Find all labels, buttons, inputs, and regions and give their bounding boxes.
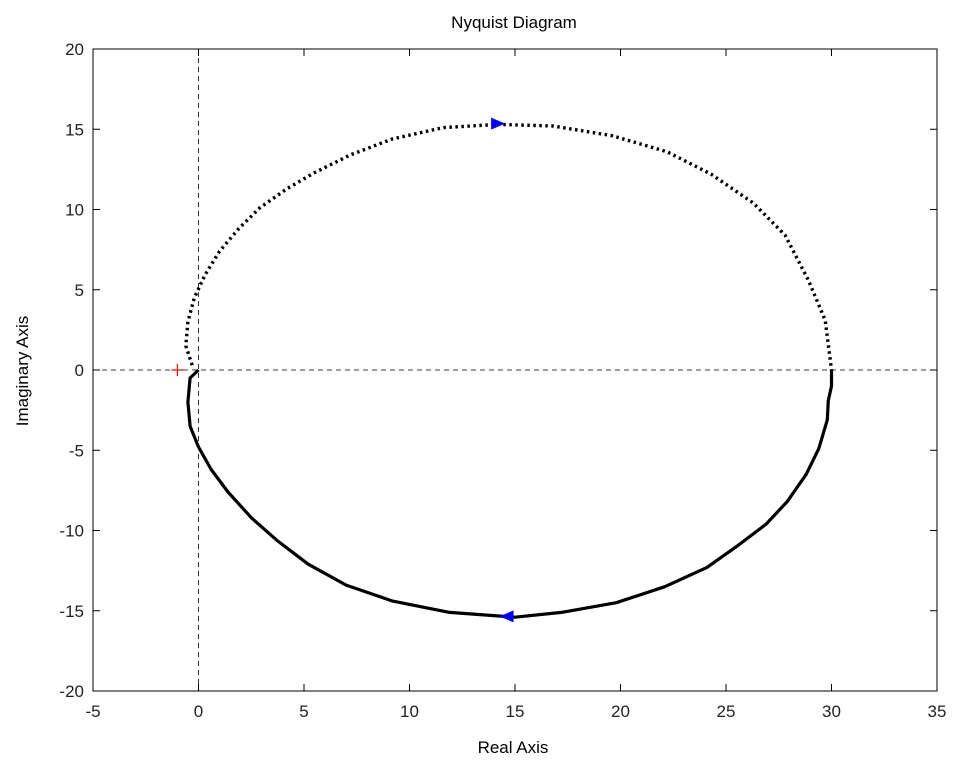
plot-area: -5 0 5 10 15 20 25 30 35 -20 -15 -10 -5 0 5 10 15 20 [59, 40, 946, 721]
y-tick-label: 10 [65, 201, 84, 220]
y-tick-label: 0 [75, 361, 84, 380]
y-tick-label: 15 [65, 120, 84, 139]
y-tick-label: -20 [59, 682, 84, 701]
x-tick-label: 0 [194, 702, 203, 721]
y-tick-label: 20 [65, 40, 84, 59]
x-tick-label: 20 [611, 702, 630, 721]
direction-arrow-left [499, 610, 514, 623]
x-axis-label: Real Axis [478, 738, 549, 757]
y-axis-label: Imaginary Axis [13, 316, 32, 427]
x-tick-label: 35 [928, 702, 947, 721]
x-tick-label: 15 [506, 702, 525, 721]
y-tick-label: -10 [59, 522, 84, 541]
chart-title: Nyquist Diagram [451, 13, 577, 32]
y-tick-label: -15 [59, 602, 84, 621]
direction-arrow-right [491, 117, 506, 130]
x-tick-label: -5 [85, 702, 100, 721]
y-tick-label: 5 [75, 281, 84, 300]
x-tick-label: 10 [400, 702, 419, 721]
x-tick-label: 5 [299, 702, 308, 721]
y-tick-label: -5 [69, 441, 84, 460]
nyquist-curve-positive-frequency [186, 368, 834, 619]
x-tick-label: 25 [717, 702, 736, 721]
x-tick-label: 30 [822, 702, 841, 721]
nyquist-curve-negative-frequency [184, 122, 834, 371]
